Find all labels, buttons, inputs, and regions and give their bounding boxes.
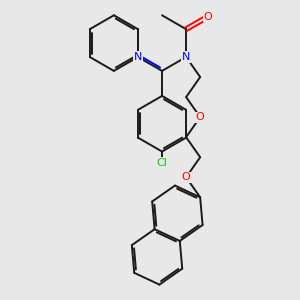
Text: N: N: [182, 52, 190, 62]
Text: O: O: [182, 172, 190, 182]
Text: O: O: [196, 112, 205, 122]
Text: O: O: [203, 12, 212, 22]
Text: N: N: [134, 52, 142, 62]
Text: Cl: Cl: [157, 158, 167, 168]
